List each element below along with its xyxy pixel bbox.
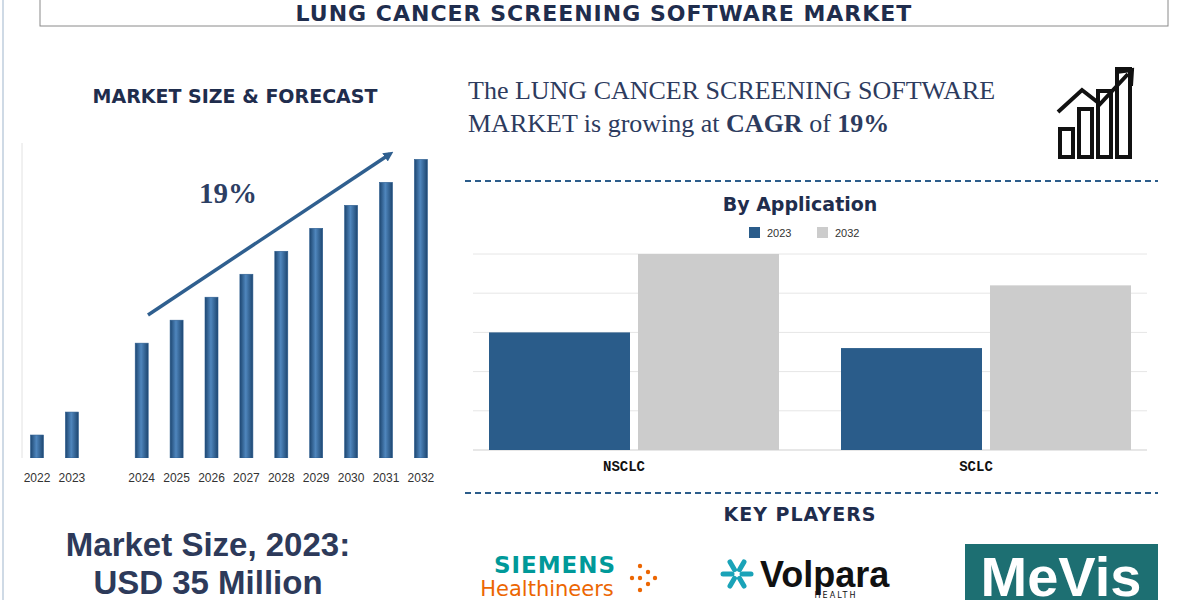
headline-part: 19% <box>837 109 889 138</box>
legend-label: 2023 <box>767 227 791 239</box>
legend-swatch <box>749 227 760 238</box>
market-size-text: USD 35 Million <box>93 564 322 600</box>
bar <box>489 332 630 450</box>
headline: The LUNG CANCER SCREENING SOFTWARE MARKE… <box>468 74 1043 141</box>
x-tick-label: 2022 <box>24 471 51 485</box>
logo-dot <box>638 588 642 592</box>
bar <box>240 274 253 458</box>
bar <box>990 285 1131 450</box>
x-tick-label: 2024 <box>128 471 155 485</box>
x-tick-label: 2028 <box>268 471 295 485</box>
icon-arrow <box>1058 74 1128 112</box>
bar <box>638 254 779 450</box>
logo-subtext: Healthineers <box>480 577 614 600</box>
bar <box>345 205 358 458</box>
logo-icon-ray <box>730 562 735 570</box>
bar <box>170 320 183 458</box>
y-axis-line <box>22 143 23 458</box>
x-tick-label: 2031 <box>373 471 400 485</box>
x-tick-label: SCLC <box>959 459 993 475</box>
header-box <box>40 0 1168 26</box>
bar <box>310 228 323 458</box>
bars <box>489 254 1131 450</box>
market-size-text: Market Size, 2023: <box>66 526 350 563</box>
legend-label: 2032 <box>835 227 859 239</box>
separator <box>465 180 1158 182</box>
icon-arrow-head <box>1116 70 1132 86</box>
page: LUNG CANCER SCREENING SOFTWARE MARKET MAR… <box>0 0 1200 600</box>
logo-icon-ray <box>740 562 745 570</box>
header-title: LUNG CANCER SCREENING SOFTWARE MARKET <box>296 1 913 26</box>
x-tick-label: 2030 <box>338 471 365 485</box>
bar <box>275 251 288 458</box>
x-tick-label: 2023 <box>59 471 86 485</box>
x-tick-label: 2025 <box>163 471 190 485</box>
logo-icon <box>723 562 751 586</box>
x-tick-label: 2029 <box>303 471 330 485</box>
growth-icon <box>1058 69 1132 157</box>
x-tick-label: 2027 <box>233 471 260 485</box>
bars <box>31 159 428 458</box>
chart-title: MARKET SIZE & FORECAST <box>93 85 378 107</box>
grid-line <box>473 254 1147 255</box>
icon-bar <box>1079 109 1092 157</box>
section-title: KEY PLAYERS <box>723 503 876 525</box>
bar <box>135 343 148 458</box>
chart-title: By Application <box>723 193 878 215</box>
logo-dot <box>638 576 642 580</box>
bar <box>65 412 78 458</box>
legend-swatch <box>817 227 828 238</box>
bar <box>31 435 44 458</box>
x-tick-label: NSCLC <box>603 459 646 475</box>
separator <box>465 492 1158 494</box>
trend-arrow <box>148 154 390 315</box>
x-tick-label: 2032 <box>408 471 435 485</box>
page-edge <box>3 0 4 600</box>
bar <box>841 348 982 450</box>
logo-dot <box>630 576 634 580</box>
logo-text: MeVis <box>981 545 1142 600</box>
logo-icon-ray <box>740 578 745 586</box>
bar <box>414 159 427 458</box>
icon-bar <box>1060 129 1073 157</box>
bar <box>380 182 393 458</box>
logo-dot <box>646 570 650 574</box>
logo-text: SIEMENS <box>494 552 616 578</box>
logo-dot <box>653 576 657 580</box>
headline-part: CAGR <box>726 109 803 138</box>
logo-icon-ray <box>742 572 751 577</box>
logo-dot <box>638 564 642 568</box>
logo-text: Volpara <box>760 554 890 595</box>
bar <box>205 297 218 458</box>
x-tick-label: 2026 <box>198 471 225 485</box>
logo-icon-ray <box>730 578 735 586</box>
logo-subtext: HEALTH <box>815 591 858 600</box>
logo-icon-ray <box>723 572 732 577</box>
logo-dot <box>646 582 650 586</box>
annotation: 19% <box>199 177 257 209</box>
headline-part: of <box>803 109 838 138</box>
